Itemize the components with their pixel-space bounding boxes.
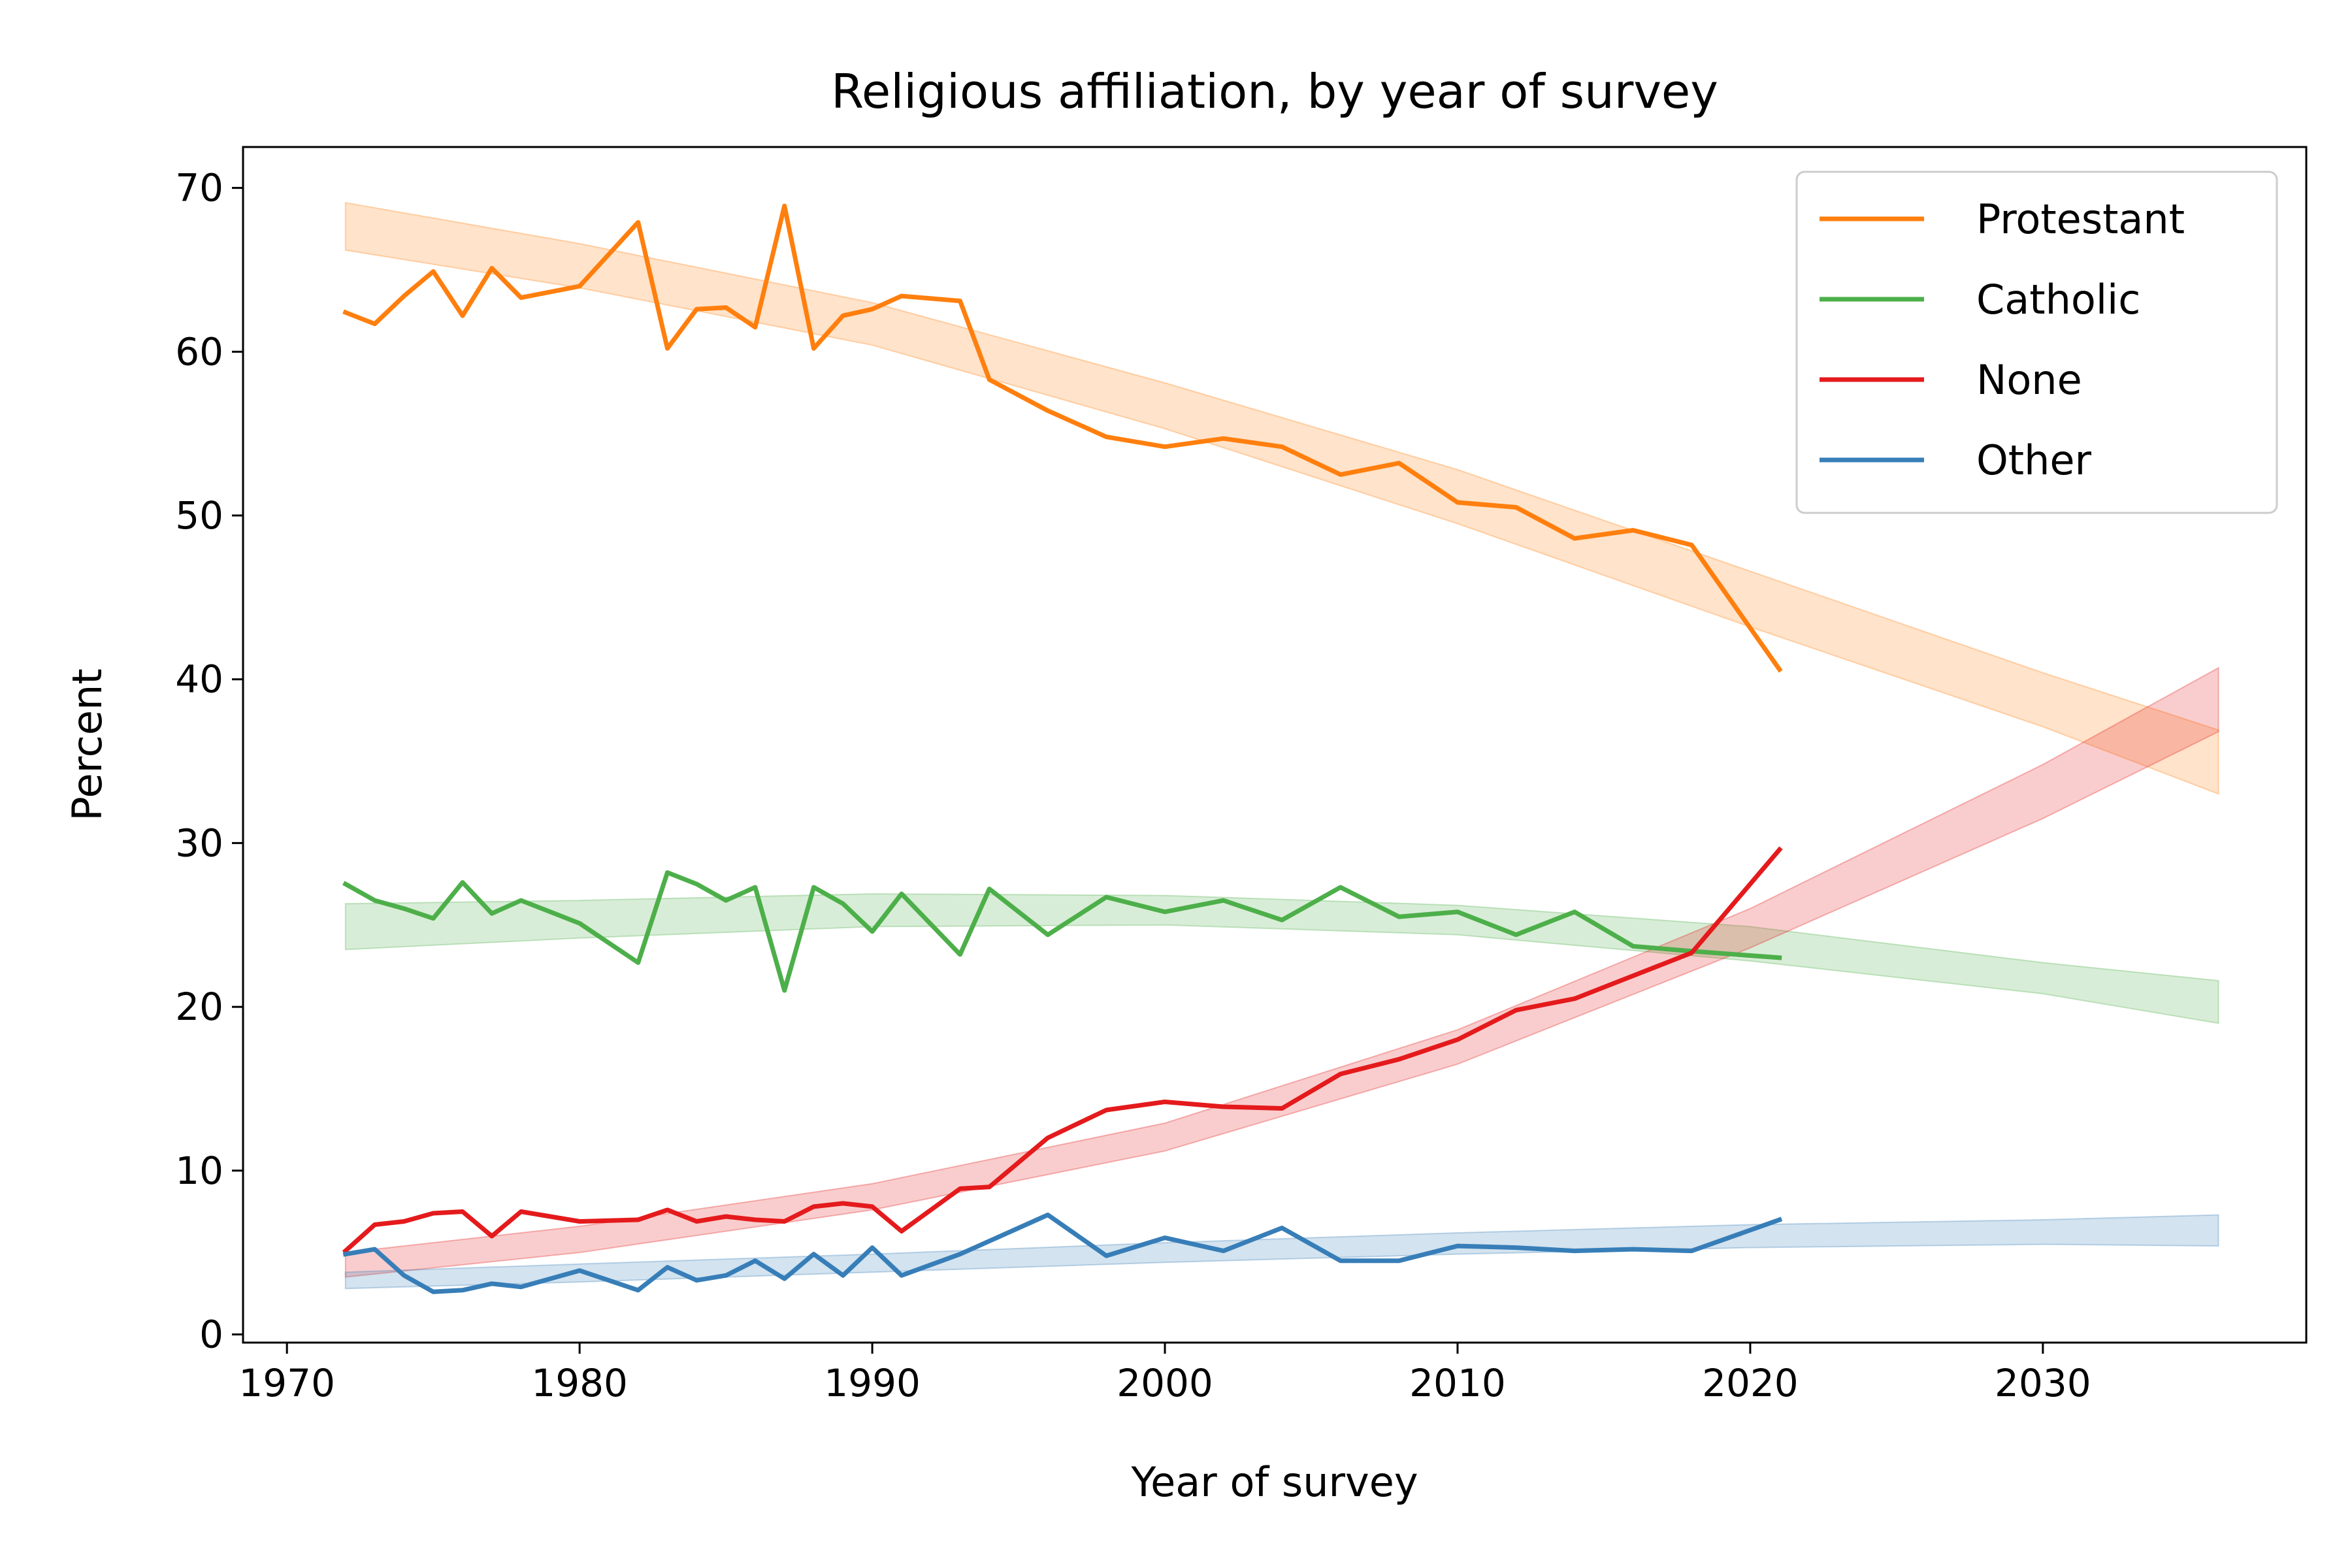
y-tick-label: 70: [175, 166, 223, 210]
band-protestant: [344, 202, 2219, 795]
y-tick-label: 10: [175, 1149, 223, 1193]
x-axis-title: Year of survey: [1130, 1458, 1418, 1506]
legend-box: [1795, 171, 2278, 514]
series-line-none: [342, 846, 1783, 1254]
x-tick-label: 2000: [1117, 1361, 1213, 1405]
confidence-bands: [344, 202, 2219, 1290]
x-axis: 1970 1980 1990 2000 2010 2020 2030: [238, 1343, 2091, 1405]
chart-title: Religious affiliation, by year of survey: [831, 64, 1718, 119]
x-tick-label: 2010: [1409, 1361, 1506, 1405]
legend: Protestant Catholic None Other: [1795, 171, 2278, 514]
series-line-catholic: [342, 870, 1782, 993]
y-tick-label: 0: [199, 1312, 223, 1356]
band-other: [344, 1214, 2219, 1290]
legend-label-catholic: Catholic: [1976, 276, 2140, 323]
x-tick-label: 1970: [238, 1361, 335, 1405]
legend-label-other: Other: [1976, 436, 2092, 484]
series-line-other: [342, 1213, 1783, 1294]
x-tick-label: 2030: [1995, 1361, 2091, 1405]
y-tick-label: 20: [175, 985, 223, 1029]
y-axis-title: Percent: [63, 668, 111, 821]
plot-frame: [242, 146, 2308, 1344]
x-tick-label: 2020: [1702, 1361, 1799, 1405]
y-tick-label: 30: [175, 821, 223, 865]
y-tick-label: 60: [175, 329, 223, 374]
series-line-protestant: [342, 203, 1783, 673]
series-lines: [342, 203, 1783, 1294]
band-catholic: [344, 893, 2219, 1024]
y-tick-label: 40: [175, 657, 223, 702]
y-axis: 0 10 20 30 40 50 60 70: [175, 166, 243, 1356]
legend-label-none: None: [1976, 356, 2082, 404]
band-none: [344, 666, 2219, 1278]
legend-label-protestant: Protestant: [1976, 195, 2185, 243]
x-tick-label: 1980: [531, 1361, 628, 1405]
x-tick-label: 1990: [824, 1361, 921, 1405]
y-tick-label: 50: [175, 493, 223, 538]
